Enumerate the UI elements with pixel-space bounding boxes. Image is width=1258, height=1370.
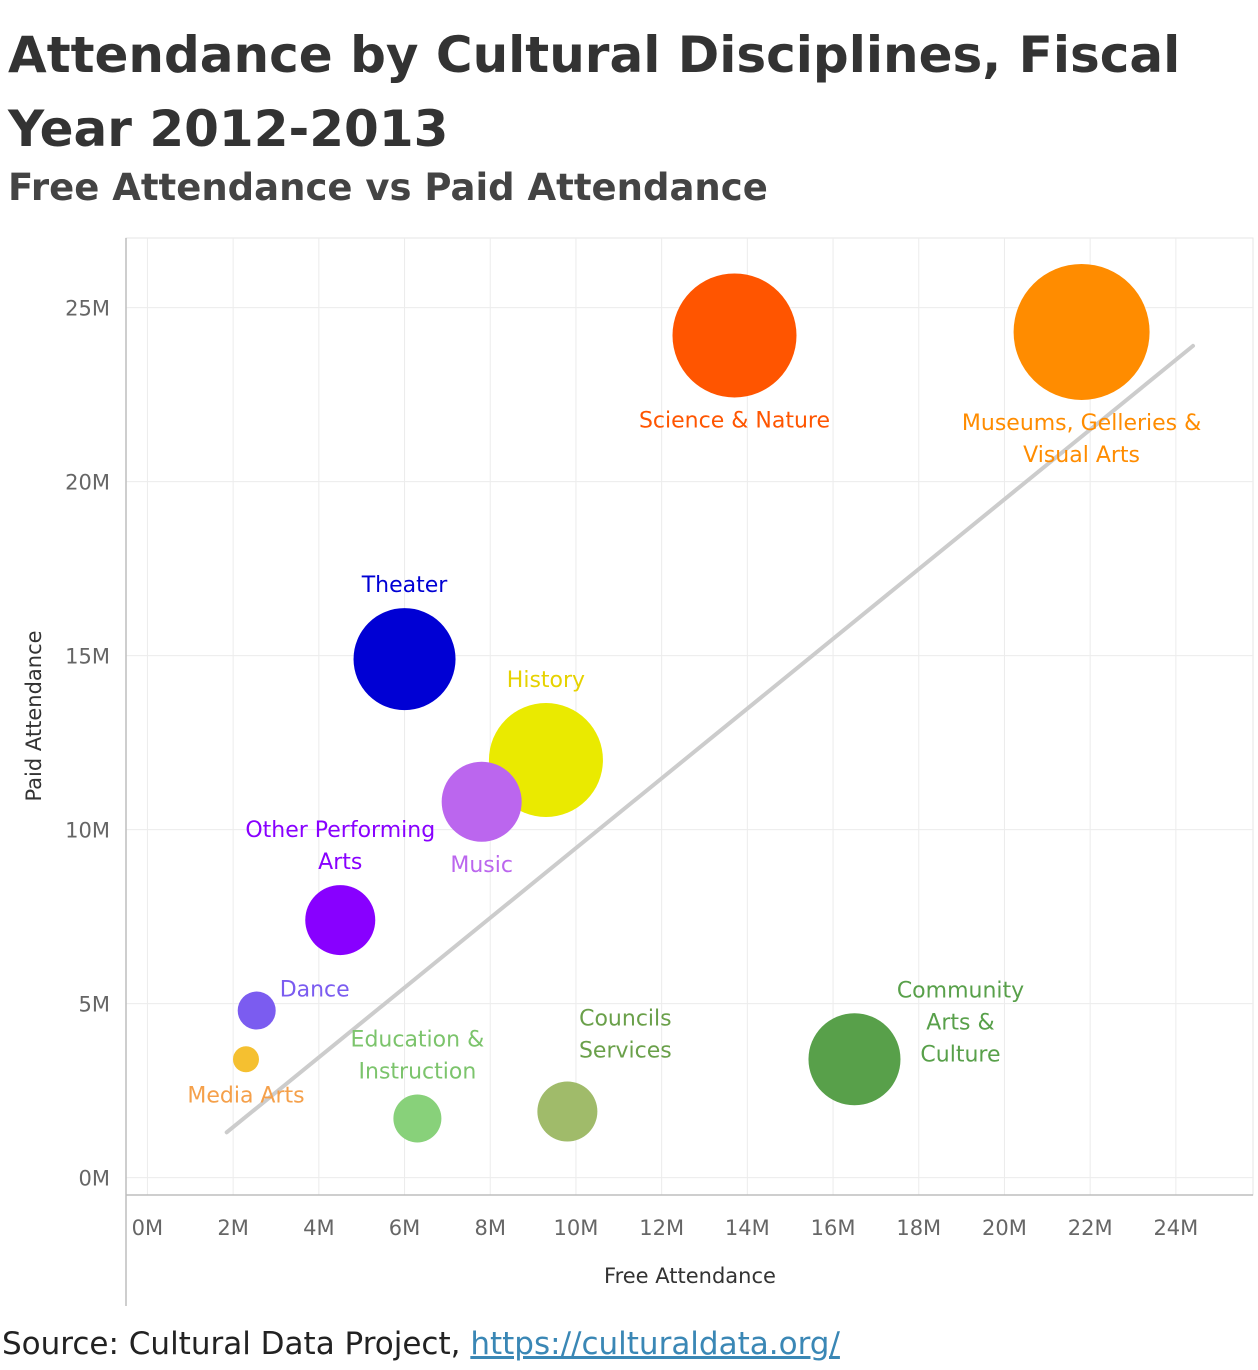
bubble-label: Other Performing Arts [245, 818, 435, 875]
bubble-label-line: Science & Nature [639, 408, 830, 433]
x-tick-label: 14M [725, 1216, 770, 1240]
bubble-label-line: Education & [351, 1027, 485, 1052]
bubble-label: Music [450, 853, 513, 878]
y-tick-label: 10M [65, 819, 110, 843]
y-tick-label: 5M [79, 993, 110, 1017]
bubble-label: Councils Services [579, 1006, 672, 1063]
bubble-label: Media Arts [187, 1083, 304, 1108]
bubble-label-line: Dance [280, 978, 350, 1003]
x-tick-label: 0M [132, 1216, 163, 1240]
source-link[interactable]: https://culturaldata.org/ [470, 1326, 840, 1362]
source-note: Source: Cultural Data Project, https://c… [2, 1326, 840, 1362]
bubble-label: Museums, Gelleries & Visual Arts [962, 411, 1201, 468]
x-tick-label: 8M [474, 1216, 505, 1240]
chart-axes [125, 238, 1253, 1306]
bubble-label: Education & Instruction [351, 1027, 485, 1084]
y-tick-label: 20M [65, 471, 110, 495]
bubble-label-line: Arts & [926, 1010, 994, 1035]
bubble[interactable] [441, 761, 522, 842]
bubble-label-line: Services [579, 1038, 672, 1063]
bubble[interactable] [393, 1094, 442, 1143]
bubble-label-line: Arts [318, 850, 362, 875]
x-tick-label: 20M [982, 1216, 1027, 1240]
trend-line-group [224, 343, 1196, 1135]
bubble-label: Science & Nature [639, 408, 830, 433]
bubble[interactable] [353, 608, 456, 711]
chart-title: Attendance by Cultural Disciplines, Fisc… [8, 26, 1181, 158]
bubble[interactable] [237, 991, 276, 1030]
x-tick-label: 18M [896, 1216, 941, 1240]
bubble[interactable] [232, 1046, 259, 1073]
trend-line [224, 343, 1196, 1135]
bubble-label-line: History [507, 668, 585, 693]
bubble-label: Theater [361, 573, 449, 598]
bubble-label-line: Other Performing [245, 818, 435, 843]
bubble[interactable] [305, 885, 376, 956]
bubble[interactable] [1013, 263, 1150, 400]
x-tick-label: 6M [389, 1216, 420, 1240]
x-tick-label: 16M [811, 1216, 856, 1240]
bubble-label: History [507, 668, 585, 693]
x-tick-label: 12M [639, 1216, 684, 1240]
bubble-label-line: Visual Arts [1023, 443, 1140, 468]
source-prefix: Source: Cultural Data Project, [2, 1326, 471, 1362]
bubble-label: Dance [280, 978, 350, 1003]
y-tick-label: 25M [65, 297, 110, 321]
x-tick-label: 2M [217, 1216, 248, 1240]
chart-subtitle: Free Attendance vs Paid Attendance [8, 166, 768, 209]
bubble-label-line: Councils [579, 1006, 672, 1031]
y-tick-label: 0M [79, 1167, 110, 1191]
x-axis-title: Free Attendance [604, 1264, 776, 1288]
x-tick-label: 10M [554, 1216, 599, 1240]
bubble-labels: Science & Nature Museums, Gelleries & Visu… [187, 408, 1201, 1108]
bubble-label-line: Instruction [359, 1059, 477, 1084]
x-tick-label: 4M [303, 1216, 334, 1240]
bubble-label: Community Arts & Culture [897, 978, 1024, 1067]
bubble-label-line: Museums, Gelleries & [962, 411, 1201, 436]
x-tick-label: 24M [1153, 1216, 1198, 1240]
bubble[interactable] [672, 273, 797, 398]
tick-labels: 0M 2M 4M 6M 8M 10M 12M 14M 16M 18M 20M 22M 24M 0M 5M 10… [65, 297, 1198, 1240]
bubble-label-line: Media Arts [187, 1083, 304, 1108]
bubble[interactable] [537, 1081, 598, 1142]
bubble-label-line: Culture [920, 1042, 1000, 1067]
bubble[interactable] [808, 1013, 901, 1106]
scatter-chart: Science & Nature Museums, Gelleries & Visu… [22, 237, 1254, 1306]
bubbles [232, 263, 1150, 1143]
bubble-label-line: Music [450, 853, 513, 878]
x-tick-label: 22M [1068, 1216, 1113, 1240]
y-tick-label: 15M [65, 645, 110, 669]
y-axis-title: Paid Attendance [22, 630, 46, 801]
bubble-label-line: Community [897, 978, 1024, 1003]
bubble-label-line: Theater [361, 573, 449, 598]
